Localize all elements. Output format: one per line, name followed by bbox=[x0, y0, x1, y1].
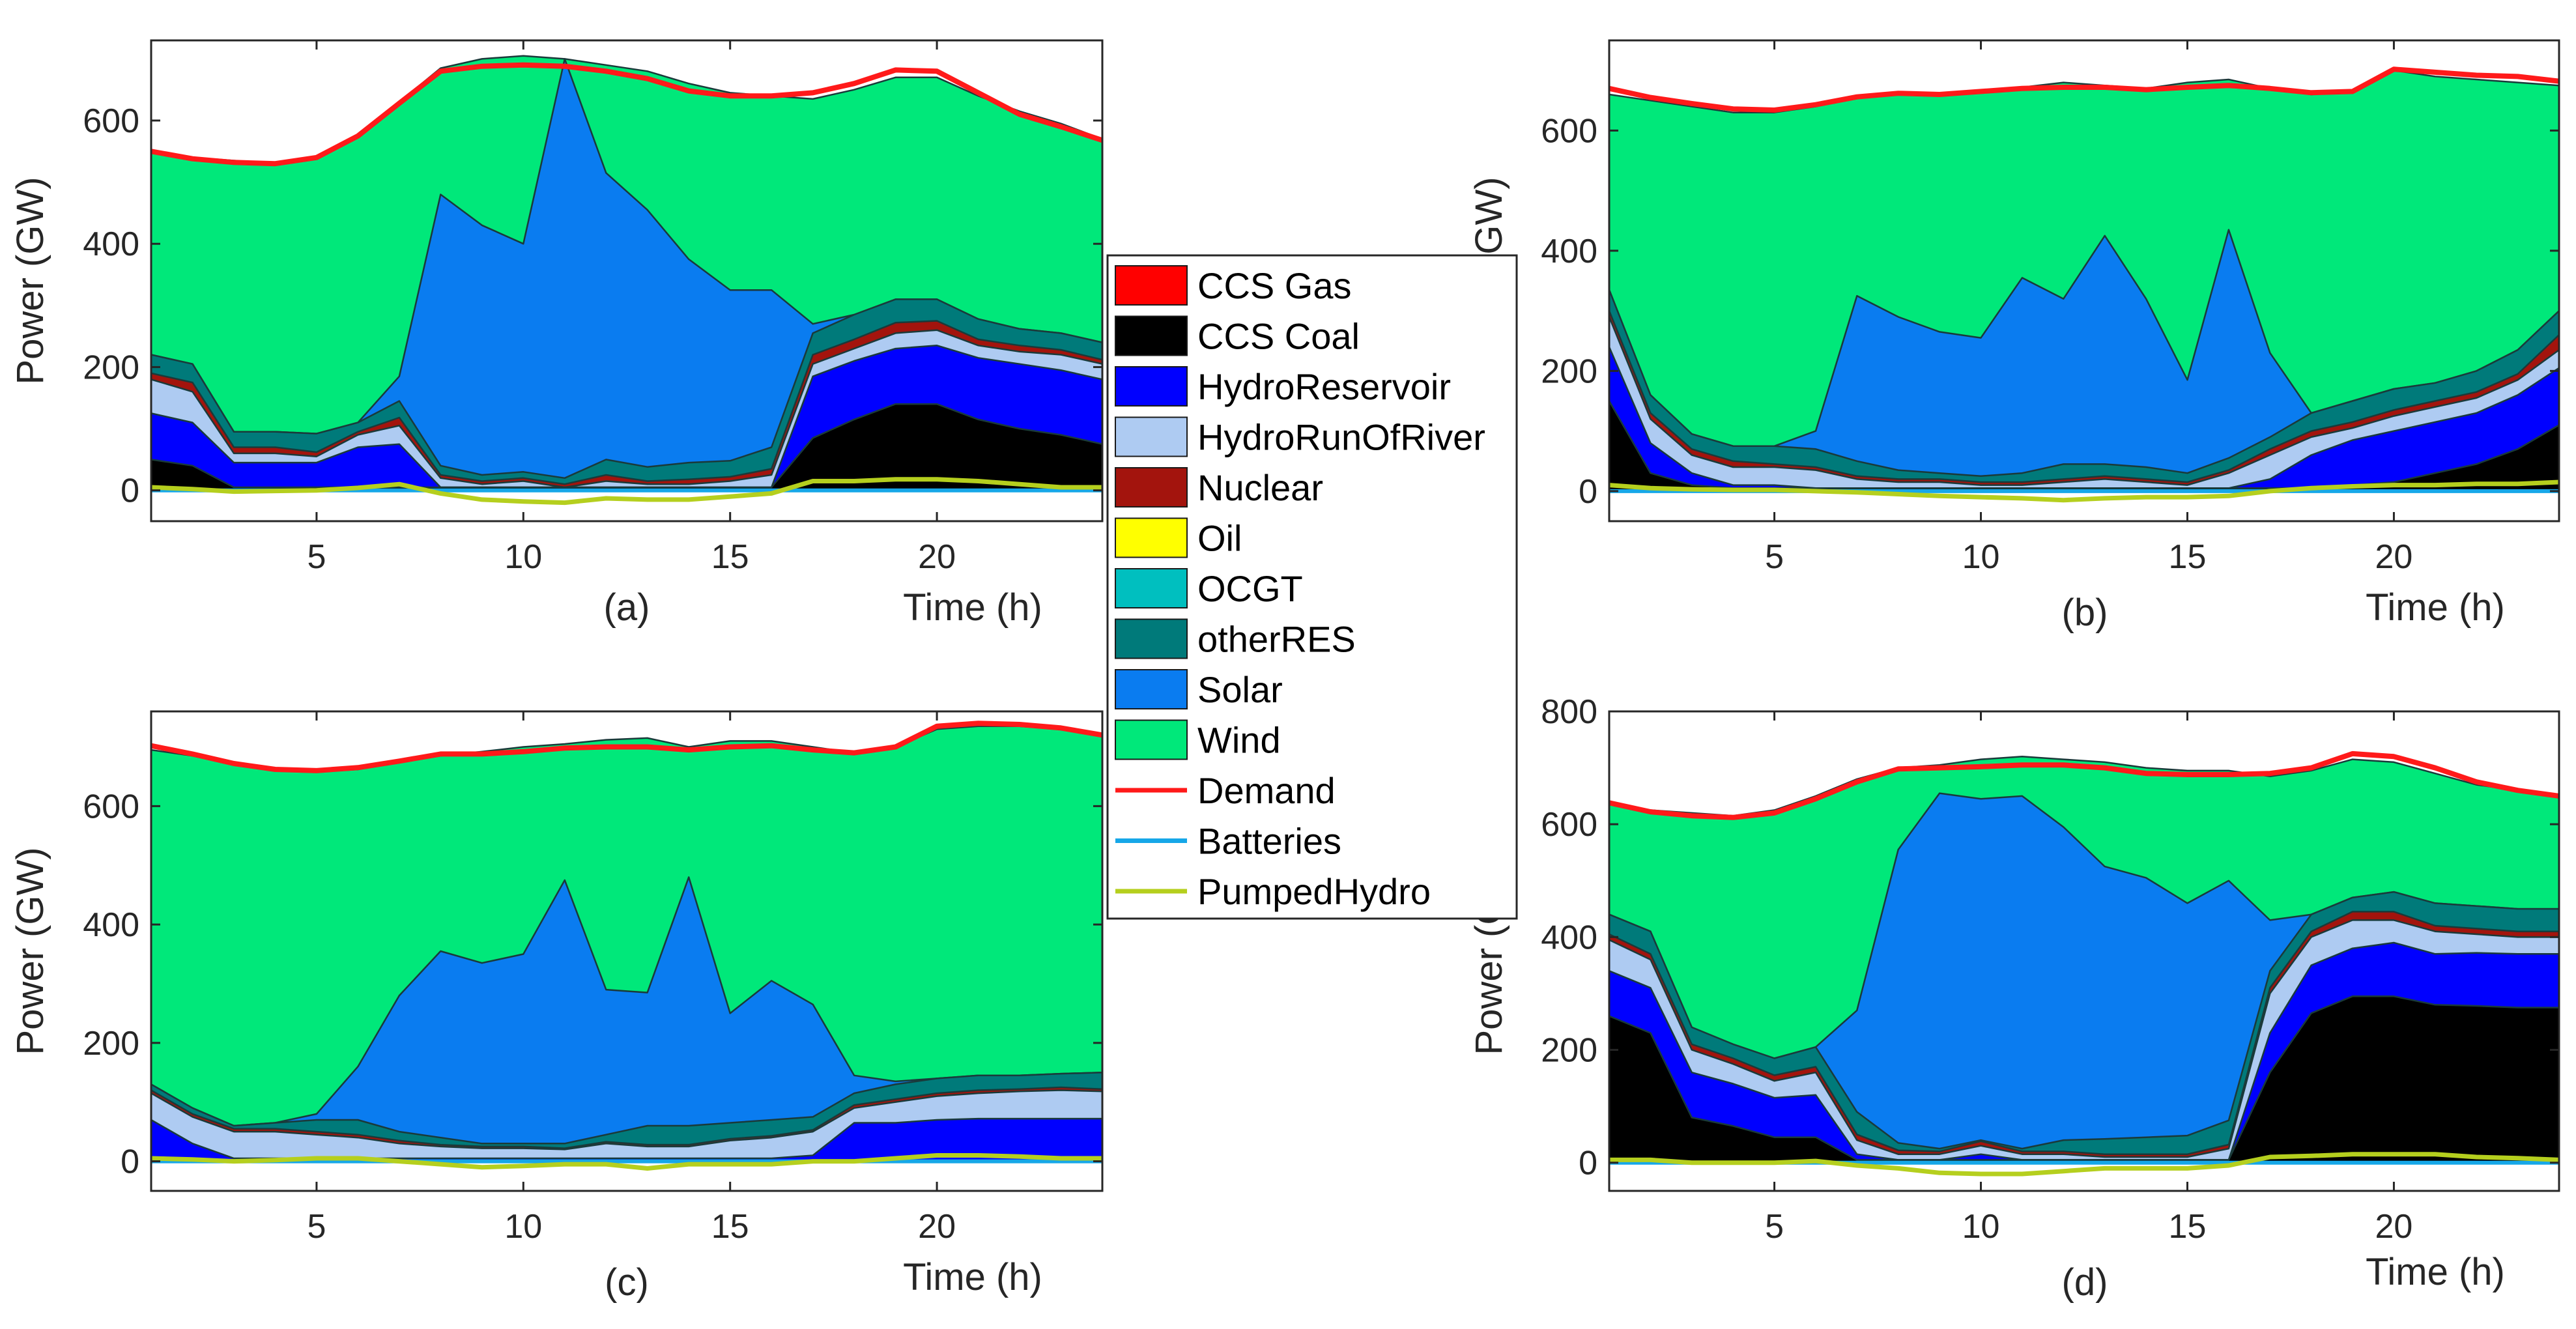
x-tick-label-a: 10 bbox=[504, 538, 542, 576]
axes-box-b bbox=[1608, 39, 2560, 522]
x-tick-label-c: 20 bbox=[918, 1208, 956, 1246]
legend-swatch-nuclear bbox=[1115, 467, 1188, 507]
legend-label-demand: Demand bbox=[1197, 770, 1336, 811]
demand-line-c bbox=[151, 721, 1102, 773]
panel-label-c: (c) bbox=[605, 1261, 649, 1304]
y-tick-label-b: 0 bbox=[1579, 473, 1597, 511]
x-axis-label-b: Time (h) bbox=[2366, 586, 2505, 629]
x-tick-label-b: 20 bbox=[2375, 538, 2413, 576]
y-tick-label-b: 600 bbox=[1541, 112, 1597, 150]
panel-label-a: (a) bbox=[604, 586, 650, 629]
axes-box-a bbox=[150, 39, 1104, 522]
pumped-hydro-line-a bbox=[151, 477, 1102, 506]
y-axis-label-c: Power (GW) bbox=[9, 848, 51, 1055]
y-tick-label-c: 600 bbox=[83, 788, 139, 825]
x-tick-label-b: 5 bbox=[1765, 538, 1784, 576]
y-tick-label-a: 600 bbox=[83, 102, 139, 140]
x-tick-label-c: 10 bbox=[504, 1208, 542, 1246]
legend-swatch-oil bbox=[1115, 517, 1188, 558]
panel-label-b: (b) bbox=[2062, 592, 2108, 634]
axes-box-d bbox=[1608, 710, 2560, 1192]
legend-label-solar: Solar bbox=[1197, 669, 1283, 710]
x-axis-label-d: Time (h) bbox=[2366, 1251, 2505, 1293]
y-tick-label-d: 600 bbox=[1541, 806, 1597, 844]
y-tick-label-d: 400 bbox=[1541, 919, 1597, 956]
pumped-hydro-line-c bbox=[151, 1153, 1102, 1171]
y-tick-label-d: 800 bbox=[1541, 693, 1597, 731]
legend-label-otherres: otherRES bbox=[1197, 619, 1356, 660]
legend-label-batteries: Batteries bbox=[1197, 821, 1341, 862]
y-tick-label-b: 200 bbox=[1541, 352, 1597, 390]
y-tick-label-a: 200 bbox=[83, 349, 139, 386]
legend-label-ccs-coal: CCS Coal bbox=[1197, 316, 1360, 357]
legend-swatch-ccs-coal bbox=[1115, 315, 1188, 356]
legend-label-wind: Wind bbox=[1197, 720, 1281, 761]
x-tick-label-d: 15 bbox=[2169, 1208, 2207, 1246]
x-tick-label-b: 15 bbox=[2169, 538, 2207, 576]
y-tick-label-d: 200 bbox=[1541, 1032, 1597, 1070]
demand-line-d bbox=[1609, 750, 2559, 820]
legend-swatch-otherres bbox=[1115, 618, 1188, 659]
legend-swatch-ccs-gas bbox=[1115, 265, 1188, 306]
x-axis-label-a: Time (h) bbox=[903, 586, 1042, 629]
legend-swatch-ocgt bbox=[1115, 568, 1188, 608]
x-tick-label-a: 5 bbox=[307, 538, 326, 576]
x-tick-label-d: 10 bbox=[1962, 1208, 2000, 1246]
area-ccs-coal-a bbox=[151, 403, 1102, 491]
legend-label-hydrorunofriver: HydroRunOfRiver bbox=[1197, 417, 1485, 458]
x-tick-label-d: 5 bbox=[1765, 1208, 1784, 1246]
y-tick-label-a: 0 bbox=[121, 472, 139, 510]
pumped-hydro-line-b bbox=[1609, 479, 2559, 503]
legend-label-ccs-gas: CCS Gas bbox=[1197, 265, 1352, 306]
x-tick-label-c: 5 bbox=[307, 1208, 326, 1246]
demand-line-a bbox=[151, 62, 1102, 167]
legend: CCS Gas CCS Coal HydroReservoir HydroRunOfR… bbox=[1106, 254, 1518, 920]
area-ccs-coal-d bbox=[1609, 995, 2559, 1164]
legend-label-ocgt: OCGT bbox=[1197, 568, 1303, 609]
pumped-hydro-line-d bbox=[1609, 1152, 2559, 1177]
legend-label-nuclear: Nuclear bbox=[1197, 467, 1323, 508]
y-tick-label-c: 400 bbox=[83, 906, 139, 944]
y-tick-label-d: 0 bbox=[1579, 1145, 1597, 1182]
legend-swatch-solar bbox=[1115, 669, 1188, 709]
x-tick-label-b: 10 bbox=[1962, 538, 2000, 576]
y-tick-label-a: 400 bbox=[83, 225, 139, 263]
y-tick-label-c: 200 bbox=[83, 1025, 139, 1063]
x-axis-label-c: Time (h) bbox=[903, 1256, 1042, 1298]
legend-swatch-hydrorunofriver bbox=[1115, 416, 1188, 457]
x-tick-label-a: 15 bbox=[711, 538, 749, 576]
axes-box-c bbox=[150, 710, 1104, 1192]
legend-swatch-wind bbox=[1115, 719, 1188, 760]
x-tick-label-c: 15 bbox=[711, 1208, 749, 1246]
y-axis-label-a: Power (GW) bbox=[9, 177, 51, 385]
y-tick-label-b: 400 bbox=[1541, 233, 1597, 270]
legend-label-hydroreservoir: HydroReservoir bbox=[1197, 366, 1451, 407]
legend-swatch-hydroreservoir bbox=[1115, 366, 1188, 407]
panel-label-d: (d) bbox=[2062, 1261, 2108, 1304]
legend-label-oil: Oil bbox=[1197, 518, 1242, 559]
legend-label-pumpedhydro: PumpedHydro bbox=[1197, 871, 1431, 912]
y-tick-label-c: 0 bbox=[121, 1143, 139, 1181]
x-tick-label-d: 20 bbox=[2375, 1208, 2413, 1246]
demand-line-b bbox=[1609, 66, 2559, 113]
x-tick-label-a: 20 bbox=[918, 538, 956, 576]
area-hydro-run-of-river-b bbox=[1609, 316, 2559, 493]
